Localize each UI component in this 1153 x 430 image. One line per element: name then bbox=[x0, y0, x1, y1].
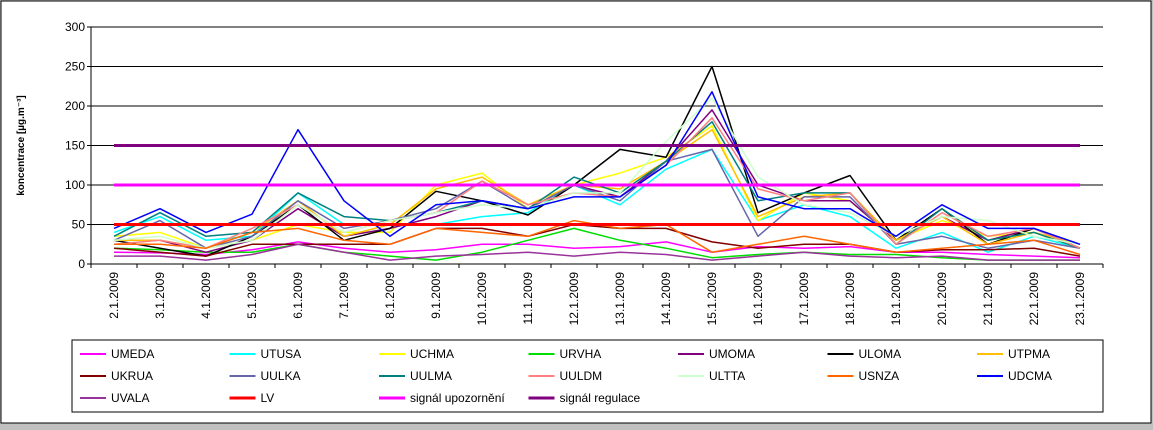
series-line-umeda bbox=[113, 241, 1081, 259]
legend-label: UTUSA bbox=[261, 347, 302, 361]
x-tick-label: 2.1.2009 bbox=[107, 272, 121, 319]
x-tick-label: 22.1.2009 bbox=[1027, 272, 1041, 326]
legend-label: UDCMA bbox=[1008, 369, 1052, 383]
series-line-urvha bbox=[113, 227, 1080, 261]
legend-label: UVALA bbox=[111, 391, 149, 405]
x-tick-label: 13.1.2009 bbox=[613, 272, 627, 326]
series-line-uvala bbox=[114, 243, 1080, 261]
x-tick-label: 9.1.2009 bbox=[429, 272, 443, 319]
series-line-ultta bbox=[113, 97, 1081, 249]
y-tick-label: 150 bbox=[65, 139, 85, 153]
legend-label: ULTTA bbox=[709, 369, 745, 383]
legend-label: UULMA bbox=[410, 369, 452, 383]
y-tick-label: 50 bbox=[72, 218, 86, 232]
legend-label: signál upozornění bbox=[410, 391, 505, 405]
x-tick-label: 12.1.2009 bbox=[567, 272, 581, 326]
x-tick-label: 5.1.2009 bbox=[245, 272, 259, 319]
x-tick-label: 17.1.2009 bbox=[797, 272, 811, 326]
series-line-udcma bbox=[113, 91, 1081, 246]
x-tick-label: 3.1.2009 bbox=[153, 272, 167, 319]
series-line-uchma bbox=[113, 125, 1081, 249]
series-line-uuldm bbox=[113, 117, 1081, 249]
x-tick-label: 16.1.2009 bbox=[751, 272, 765, 326]
legend-label: UMOMA bbox=[709, 347, 755, 361]
y-tick-label: 0 bbox=[78, 257, 85, 271]
legend-label: UULDM bbox=[560, 369, 603, 383]
x-tick-label: 23.1.2009 bbox=[1073, 272, 1087, 326]
x-tick-label: 4.1.2009 bbox=[199, 272, 213, 319]
legend-label: UKRUA bbox=[111, 369, 153, 383]
legend-label: UULKA bbox=[261, 369, 301, 383]
y-tick-label: 300 bbox=[65, 20, 85, 34]
y-tick-label: 200 bbox=[65, 99, 85, 113]
x-tick-label: 20.1.2009 bbox=[935, 272, 949, 326]
x-tick-label: 10.1.2009 bbox=[475, 272, 489, 326]
x-tick-label: 14.1.2009 bbox=[659, 272, 673, 326]
y-axis-label: koncentrace [µg.m⁻³] bbox=[16, 95, 27, 196]
x-tick-label: 21.1.2009 bbox=[981, 272, 995, 326]
legend-label: USNZA bbox=[859, 369, 900, 383]
legend-label: UMEDA bbox=[111, 347, 154, 361]
legend-label: signál regulace bbox=[560, 391, 641, 405]
x-tick-label: 18.1.2009 bbox=[843, 272, 857, 326]
y-tick-label: 100 bbox=[65, 178, 85, 192]
series-line-ukrua bbox=[113, 223, 1081, 257]
legend-label: ULOMA bbox=[859, 347, 902, 361]
legend-label: UTPMA bbox=[1008, 347, 1050, 361]
legend-label: UCHMA bbox=[410, 347, 454, 361]
x-tick-label: 8.1.2009 bbox=[383, 272, 397, 319]
x-tick-label: 19.1.2009 bbox=[889, 272, 903, 326]
x-tick-label: 7.1.2009 bbox=[337, 272, 351, 319]
y-tick-label: 250 bbox=[65, 60, 85, 74]
x-tick-label: 15.1.2009 bbox=[705, 272, 719, 326]
x-tick-label: 11.1.2009 bbox=[521, 272, 535, 325]
legend-label: URVHA bbox=[560, 347, 602, 361]
x-tick-label: 6.1.2009 bbox=[291, 272, 305, 319]
legend-label: LV bbox=[261, 391, 275, 405]
